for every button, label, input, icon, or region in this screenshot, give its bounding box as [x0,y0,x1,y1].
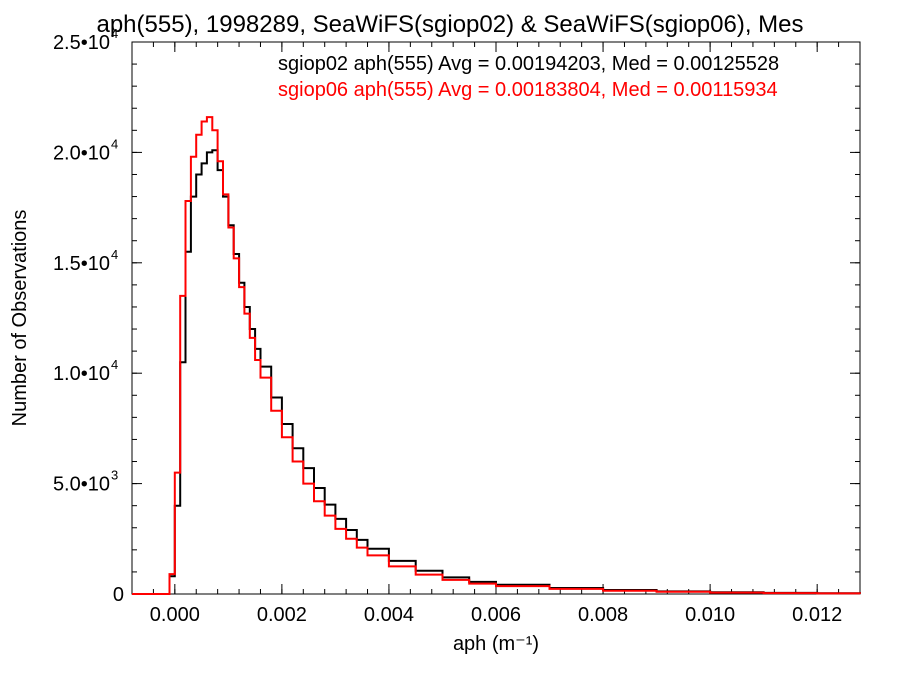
series-layer [132,116,861,595]
y-tick-exponent: 4 [111,357,118,372]
y-tick-exponent: 4 [111,247,118,262]
x-tick-label: 0.002 [257,604,307,626]
x-tick-label: 0.010 [685,604,735,626]
x-axis: 0.000 0.002 0.004 0.006 0.008 0.010 0.012 [131,42,861,626]
legend: sgiop02 aph(555) Avg = 0.00194203, Med =… [278,53,779,101]
legend-entry-sgiop06: sgiop06 aph(555) Avg = 0.00183804, Med =… [278,79,778,101]
plot-frame [131,41,861,595]
y-tick-exponent: 3 [111,468,118,483]
x-tick-label: 0.006 [471,604,521,626]
y-tick-label: 2.5•10 [53,32,110,54]
x-tick-label: 0.004 [364,604,414,626]
y-tick-label: 1.5•10 [53,253,110,275]
y-tick-label: 2.0•10 [53,142,110,164]
series-line-sgiop02 [132,149,861,595]
series-line-sgiop06 [132,116,861,595]
x-axis-label: aph (m⁻¹) [453,633,539,655]
x-tick-label: 0.008 [578,604,628,626]
y-tick-label: 1.0•10 [53,363,110,385]
y-axis-label: Number of Observations [9,210,31,427]
x-tick-label: 0.012 [792,604,842,626]
y-axis: 05.0•10 31.0•10 41.5•10 42.0•10 42.5•10 4 [53,26,860,606]
x-tick-label: 0.000 [150,604,200,626]
y-tick-label: 0 [113,584,124,606]
chart-title: aph(555), 1998289, SeaWiFS(sgiop02) & Se… [96,11,803,38]
y-tick-label: 5.0•10 [53,474,110,496]
y-tick-exponent: 4 [111,136,118,151]
y-tick-exponent: 4 [111,26,118,41]
legend-entry-sgiop02: sgiop02 aph(555) Avg = 0.00194203, Med =… [278,53,779,75]
